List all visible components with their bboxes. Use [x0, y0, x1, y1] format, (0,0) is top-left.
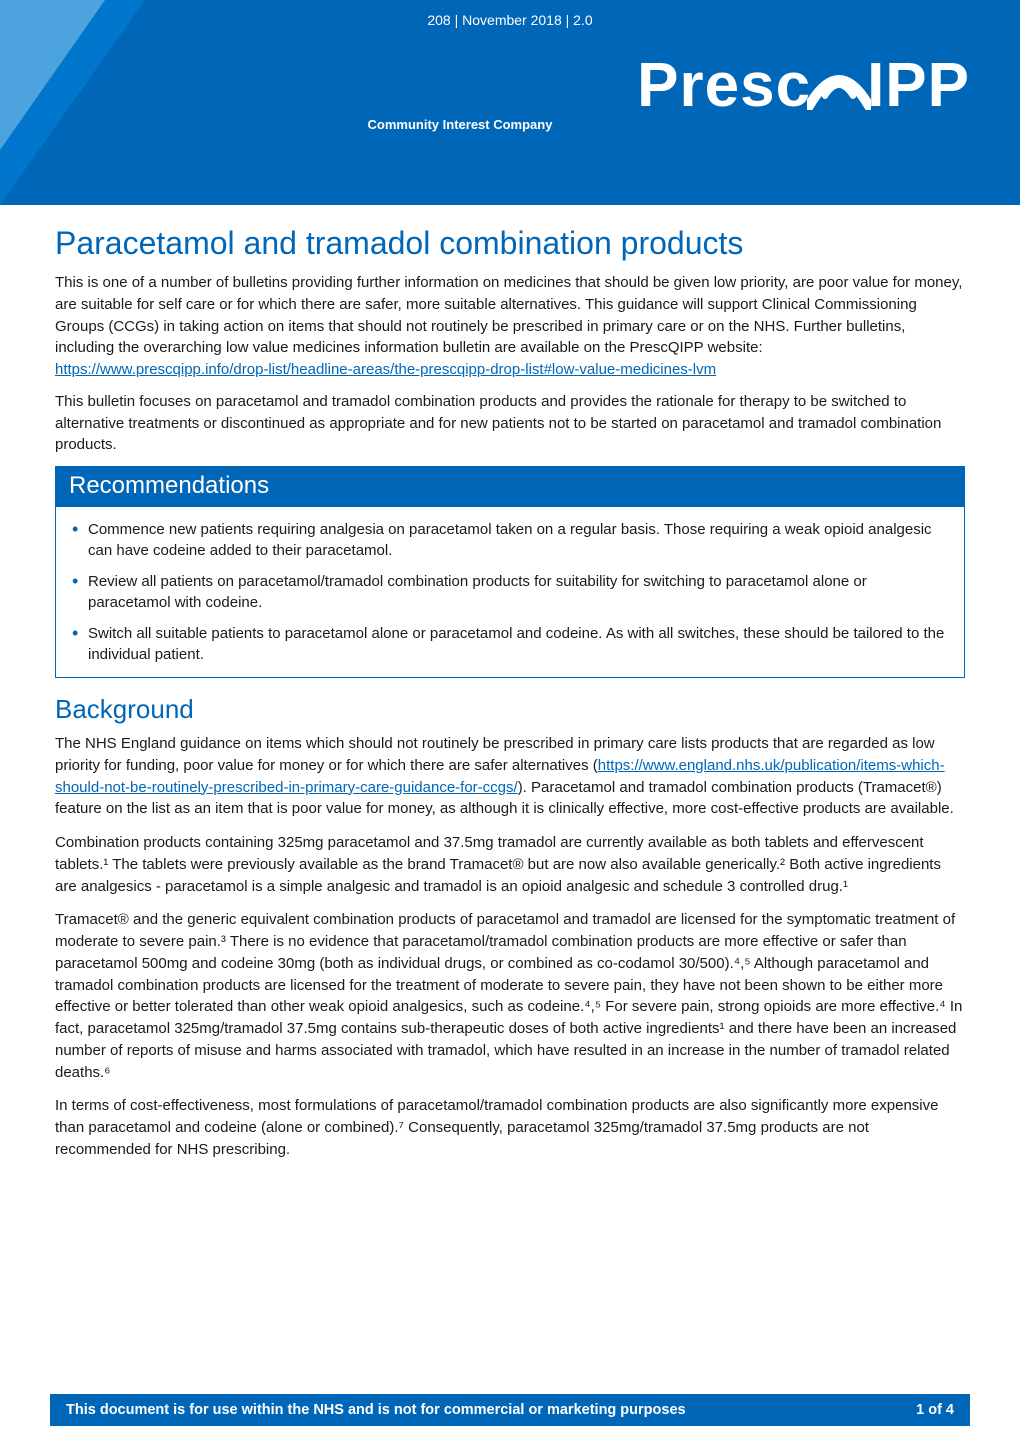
background-paragraph-2: Combination products containing 325mg pa… — [55, 832, 965, 897]
background-paragraph-3: Tramacet® and the generic equivalent com… — [55, 909, 965, 1083]
recommendations-list: Commence new patients requiring analgesi… — [66, 519, 946, 665]
document-header: 208 | November 2018 | 2.0 PrescIPP Commu… — [0, 0, 1020, 205]
background-heading: Background — [55, 694, 965, 725]
background-paragraph-1: The NHS England guidance on items which … — [55, 733, 965, 820]
intro-text-1a: This is one of a number of bulletins pro… — [55, 274, 962, 356]
document-meta: 208 | November 2018 | 2.0 — [0, 8, 1020, 40]
recommendations-heading: Recommendations — [55, 466, 965, 506]
page-number: 1 of 4 — [916, 1402, 954, 1418]
main-content: Paracetamol and tramadol combination pro… — [0, 205, 1020, 1161]
intro-paragraph-1: This is one of a number of bulletins pro… — [55, 272, 965, 381]
logo-text-presc: Presc — [637, 51, 811, 120]
recommendations-box: Commence new patients requiring analgesi… — [55, 506, 965, 678]
recommendation-item: Switch all suitable patients to paraceta… — [66, 623, 946, 665]
logo-text-ipp: IPP — [867, 51, 970, 120]
logo-container: PrescIPP Community Interest Company — [0, 40, 1020, 132]
background-paragraph-4: In terms of cost-effectiveness, most for… — [55, 1095, 965, 1160]
recommendation-item: Commence new patients requiring analgesi… — [66, 519, 946, 561]
page-title: Paracetamol and tramadol combination pro… — [55, 225, 965, 262]
corner-triangle-light-decoration — [0, 0, 105, 150]
logo-brand: Presc IPP — [637, 50, 970, 125]
prescqipp-link[interactable]: https://www.prescqipp.info/drop-list/hea… — [55, 361, 716, 378]
footer-disclaimer: This document is for use within the NHS … — [66, 1402, 686, 1418]
logo-swoosh-icon — [807, 54, 871, 125]
recommendation-item: Review all patients on paracetamol/trama… — [66, 571, 946, 613]
footer-bar: This document is for use within the NHS … — [50, 1394, 970, 1426]
intro-paragraph-2: This bulletin focuses on paracetamol and… — [55, 391, 965, 456]
